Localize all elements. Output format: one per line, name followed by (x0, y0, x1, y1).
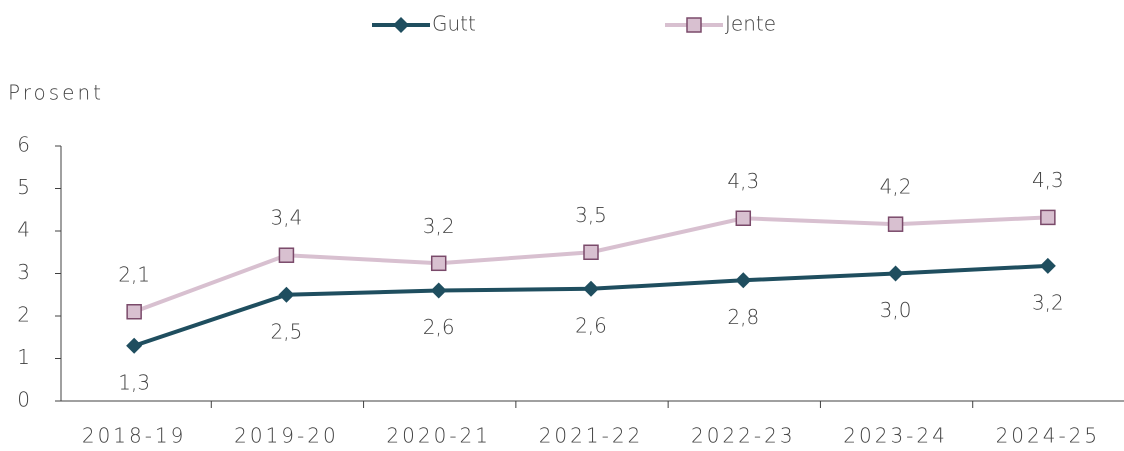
data-label: 3,4 (271, 206, 303, 230)
data-point (278, 247, 295, 263)
data-label: 3,5 (575, 203, 607, 227)
data-label: 2,8 (727, 305, 759, 329)
data-label: 4,3 (727, 169, 759, 193)
data-point (126, 337, 143, 354)
x-tick-label: 2020-21 (386, 424, 491, 448)
legend-item: Gutt (372, 12, 476, 36)
y-tick-label: 2 (17, 303, 30, 327)
legend-marker (686, 17, 702, 33)
x-tick-label: 2022-23 (691, 424, 796, 448)
data-point (126, 304, 142, 320)
legend-item: Jente (665, 12, 776, 36)
data-point (1039, 257, 1056, 274)
y-tick-label: 6 (17, 133, 30, 157)
data-point (887, 265, 904, 282)
data-point (887, 216, 904, 232)
data-label: 2,1 (118, 262, 150, 286)
data-label: 4,3 (1032, 168, 1064, 192)
data-point (583, 280, 599, 297)
y-tick-label: 4 (17, 218, 30, 242)
data-point (735, 272, 752, 289)
data-point (735, 210, 752, 226)
data-label: 2,5 (271, 319, 303, 343)
y-tick-label: 1 (17, 345, 30, 369)
y-tick-label: 3 (17, 260, 30, 284)
data-label: 3,2 (1032, 290, 1064, 314)
y-tick-label: 0 (17, 388, 30, 412)
x-tick-label: 2024-25 (996, 424, 1101, 448)
data-label: 3,0 (880, 298, 912, 322)
data-label: 2,6 (423, 315, 455, 339)
data-label: 2,6 (575, 313, 607, 337)
data-label: 1,3 (118, 370, 150, 394)
data-point (583, 244, 599, 260)
data-point (1040, 209, 1056, 226)
data-point (278, 286, 295, 303)
legend-label: Gutt (432, 12, 476, 36)
data-label: 3,2 (423, 214, 455, 238)
data-label: 4,2 (880, 175, 912, 199)
data-point (430, 282, 447, 299)
x-tick-label: 2018-19 (82, 424, 187, 448)
y-tick-label: 5 (17, 175, 30, 199)
y-axis-label: Prosent (8, 81, 104, 105)
x-tick-label: 2021-22 (539, 424, 644, 448)
legend-marker (393, 17, 409, 33)
legend-label: Jente (725, 12, 776, 36)
x-tick-label: 2023-24 (843, 424, 948, 448)
data-point (430, 255, 447, 272)
x-tick-label: 2019-20 (234, 424, 339, 448)
